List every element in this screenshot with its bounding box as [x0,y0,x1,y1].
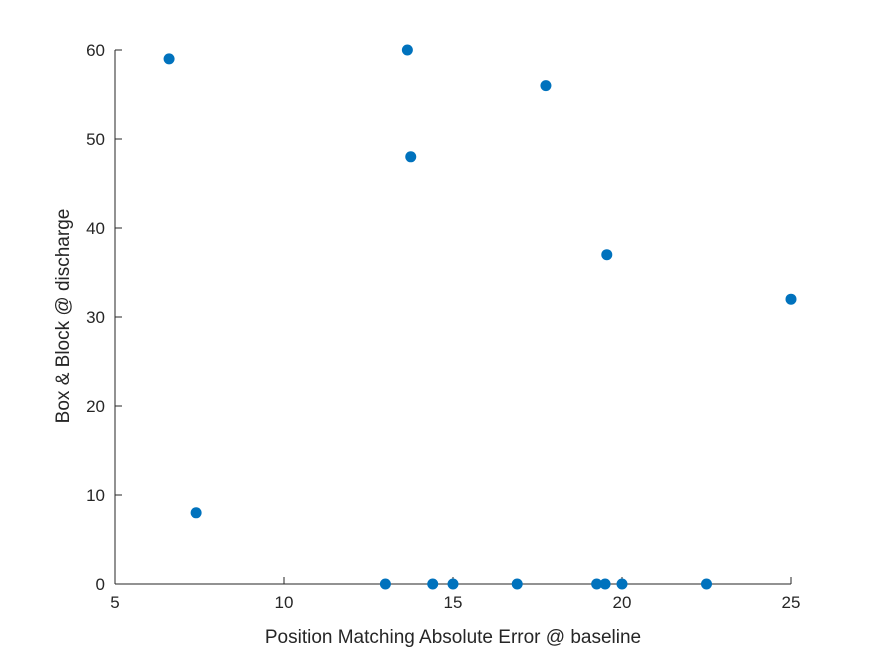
y-tick-label: 20 [86,397,105,416]
x-tick-label: 20 [613,593,632,612]
scatter-point [785,293,797,305]
x-tick-label: 10 [275,593,294,612]
scatter-point [701,578,712,590]
x-axis-ticks: 5 10 15 20 25 [110,577,800,612]
scatter-point [447,578,459,590]
scatter-point [427,578,439,590]
scatter-point [163,53,175,65]
y-tick-label: 10 [86,486,105,505]
x-tick-label: 25 [782,593,801,612]
y-tick-label: 50 [86,130,105,149]
scatter-point [405,151,417,163]
scatter-point [379,578,391,590]
y-tick-label: 0 [96,575,105,594]
scatter-point [190,507,202,519]
y-axis-ticks: 0 10 20 30 40 50 60 [86,41,122,594]
x-tick-label: 15 [444,593,463,612]
y-tick-label: 40 [86,219,105,238]
scatter-point [591,578,603,590]
scatter-point [511,578,523,590]
scatter-point [616,578,628,590]
scatter-point [601,249,613,261]
scatter-point [599,578,611,590]
y-tick-label: 30 [86,308,105,327]
scatter-point [540,80,552,92]
scatter-point [401,44,413,56]
axes [114,50,791,585]
x-tick-label: 5 [110,593,119,612]
y-axis-label: Box & Block @ discharge [53,209,74,424]
y-tick-label: 60 [86,41,105,60]
data-points [163,44,797,590]
x-axis-label: Position Matching Absolute Error @ basel… [265,627,641,648]
